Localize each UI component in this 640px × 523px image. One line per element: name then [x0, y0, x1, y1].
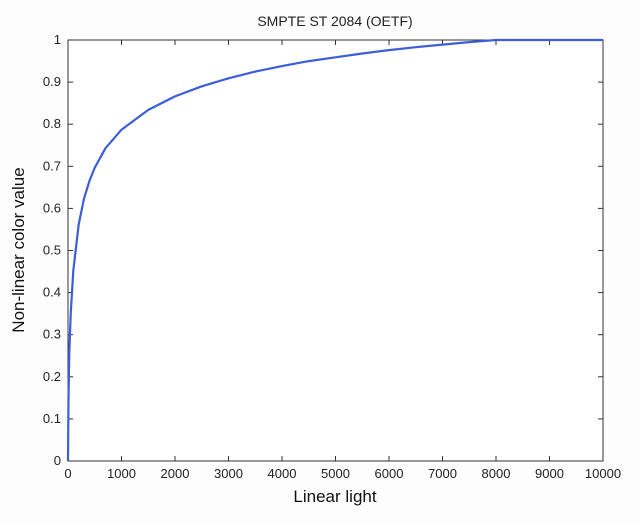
x-tick-label: 1000 — [107, 466, 136, 481]
plot-area — [67, 39, 604, 462]
series-line-0 — [66, 38, 603, 462]
series-layer — [66, 38, 603, 462]
ticks-layer: 0 1000 2000 3000 4000 5000 6000 7000 8000 9000 100… — [43, 32, 621, 481]
x-tick-label: 8000 — [482, 466, 511, 481]
x-tick-label: 4000 — [268, 466, 297, 481]
x-tick-label: 9000 — [535, 466, 564, 481]
y-tick-label: 0.6 — [43, 200, 61, 215]
y-tick-label: 0.4 — [43, 285, 61, 300]
x-tick-label: 0 — [64, 466, 71, 481]
x-tick-label: 10000 — [585, 466, 621, 481]
y-tick-label: 0.7 — [43, 158, 61, 173]
x-tick-label: 5000 — [321, 466, 350, 481]
y-tick-label: 0.1 — [43, 411, 61, 426]
y-tick-label: 0.9 — [43, 74, 61, 89]
y-tick-label: 1 — [54, 32, 61, 47]
y-tick-label: 0.3 — [43, 327, 61, 342]
x-tick-label: 3000 — [214, 466, 243, 481]
chart-title: SMPTE ST 2084 (OETF) — [257, 13, 412, 29]
x-tick-label: 6000 — [375, 466, 404, 481]
y-tick-label: 0.8 — [43, 116, 61, 131]
x-axis-label: Linear light — [293, 487, 376, 506]
y-axis-label: Non-linear color value — [9, 167, 28, 332]
y-tick-label: 0.5 — [43, 243, 61, 258]
x-tick-label: 2000 — [161, 466, 190, 481]
x-tick-label: 7000 — [428, 466, 457, 481]
y-tick-label: 0.2 — [43, 369, 61, 384]
y-tick-label: 0 — [54, 453, 61, 468]
